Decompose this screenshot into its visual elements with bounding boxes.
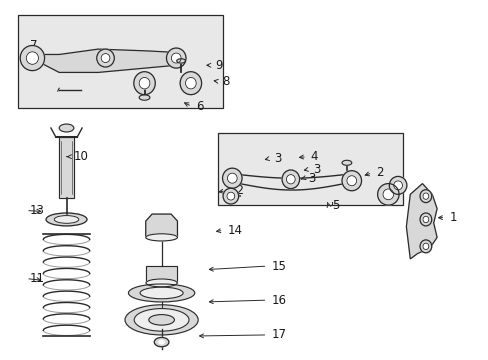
Ellipse shape [101,54,110,63]
Ellipse shape [346,176,356,186]
Text: 16: 16 [271,294,286,307]
Text: 10: 10 [74,150,88,163]
Ellipse shape [341,160,351,165]
Ellipse shape [422,193,428,199]
Ellipse shape [422,216,428,223]
Ellipse shape [382,189,393,200]
Text: 3: 3 [312,163,320,176]
Bar [18,15,222,108]
Polygon shape [35,49,181,72]
Ellipse shape [226,192,234,200]
Ellipse shape [134,309,189,331]
Ellipse shape [26,52,39,64]
Ellipse shape [166,48,185,68]
Ellipse shape [54,216,79,223]
Ellipse shape [393,181,402,190]
Ellipse shape [341,171,361,191]
Ellipse shape [125,305,198,335]
Text: 13: 13 [30,204,45,217]
Ellipse shape [145,234,177,241]
Ellipse shape [422,243,428,249]
Bar [217,134,402,205]
Bar [59,137,74,198]
Ellipse shape [227,173,237,183]
Ellipse shape [282,170,299,189]
Ellipse shape [180,72,201,95]
Ellipse shape [286,175,295,184]
Polygon shape [406,184,436,259]
Text: 5: 5 [331,199,339,212]
Ellipse shape [419,213,431,226]
Ellipse shape [154,337,168,347]
Ellipse shape [146,279,177,287]
Ellipse shape [97,49,114,67]
Ellipse shape [185,77,196,89]
Text: 8: 8 [222,75,229,88]
Ellipse shape [176,59,185,63]
Ellipse shape [139,95,150,100]
Bar [146,266,177,283]
Ellipse shape [171,53,181,63]
Ellipse shape [222,168,242,188]
Text: 11: 11 [30,272,45,285]
Text: 9: 9 [215,59,223,72]
Ellipse shape [139,77,150,89]
Text: 2: 2 [375,166,383,179]
Ellipse shape [134,72,155,95]
Ellipse shape [148,315,174,325]
Text: 4: 4 [310,150,318,163]
Text: 3: 3 [273,152,281,165]
Text: 3: 3 [307,172,315,185]
Text: 6: 6 [195,100,203,113]
Ellipse shape [388,176,406,194]
Text: 14: 14 [227,224,242,237]
Text: 15: 15 [271,260,285,273]
Bar [59,137,74,198]
Text: 17: 17 [271,328,286,341]
Ellipse shape [128,284,194,302]
Ellipse shape [46,213,87,226]
Bar [146,266,177,283]
Ellipse shape [377,184,398,205]
Ellipse shape [140,287,183,299]
Text: 1: 1 [448,211,456,224]
Ellipse shape [159,341,164,344]
Ellipse shape [59,124,74,132]
Text: 7: 7 [30,39,38,52]
Ellipse shape [419,190,431,203]
Ellipse shape [20,45,44,71]
Polygon shape [145,214,177,237]
Ellipse shape [223,188,238,204]
Text: 12: 12 [229,184,244,197]
Ellipse shape [419,240,431,253]
